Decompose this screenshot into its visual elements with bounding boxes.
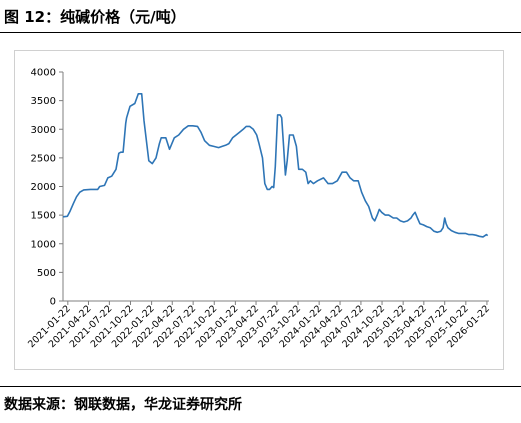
line-chart: 050010001500200025003000350040002021-01-… <box>26 68 492 351</box>
y-tick-label: 3000 <box>31 125 56 136</box>
y-tick-label: 3500 <box>31 96 56 107</box>
y-tick-label: 2500 <box>31 153 56 164</box>
y-tick-label: 2000 <box>31 182 56 193</box>
y-tick-label: 0 <box>50 297 56 308</box>
price-line <box>62 92 489 238</box>
chart-frame: 0 500 1000 1500 2000 2500 3000 3500 4000 2021-01-… <box>14 50 504 370</box>
source-note: 数据来源：钢联数据，华龙证券研究所 <box>4 397 242 413</box>
y-tick-label: 4000 <box>31 68 56 79</box>
y-tick-label: 1000 <box>31 239 56 250</box>
y-tick-label: 1500 <box>31 211 56 222</box>
y-tick-label: 500 <box>37 268 56 279</box>
top-rule <box>0 32 521 33</box>
figure-title: 图 12：纯碱价格（元/吨） <box>4 8 186 26</box>
bottom-rule <box>0 386 521 387</box>
